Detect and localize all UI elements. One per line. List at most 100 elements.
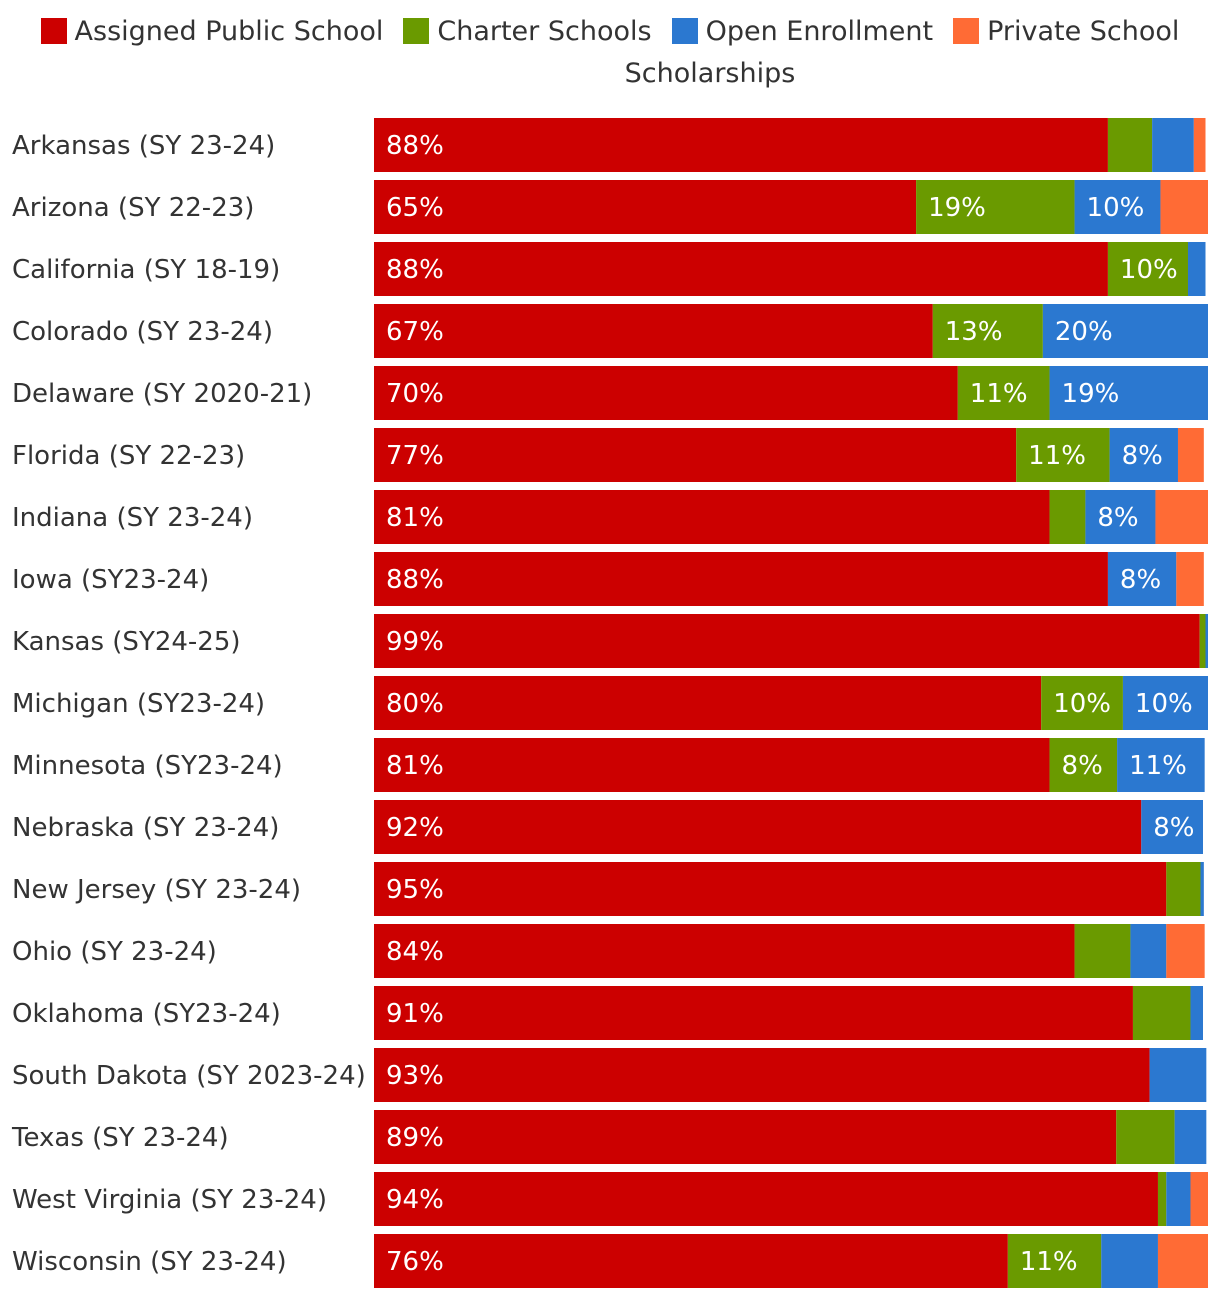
bar-segment-assigned[interactable] (374, 614, 1200, 668)
bar-segment-assigned[interactable] (374, 428, 1017, 482)
bar-segment-assigned[interactable] (374, 242, 1108, 296)
bar-segment-assigned[interactable] (374, 924, 1075, 978)
bar-segment-open[interactable] (1042, 304, 1208, 358)
bar-segment-private[interactable] (1160, 180, 1208, 234)
category-label: Arkansas (SY 23-24) (12, 131, 275, 161)
legend-swatch-assigned (40, 18, 67, 44)
data-label-charter: 19% (928, 193, 986, 223)
bar-segment-assigned[interactable] (374, 986, 1133, 1040)
data-label-assigned: 91% (386, 999, 444, 1029)
bar-segment-private[interactable] (1176, 552, 1204, 606)
data-label-charter: 10% (1053, 689, 1111, 719)
category-label: Michigan (SY23-24) (12, 689, 265, 719)
legend-label-private-cont: Scholarships (624, 58, 796, 89)
data-label-assigned: 84% (386, 937, 444, 967)
bar-segment-open[interactable] (1117, 738, 1205, 792)
bar-segment-charter[interactable] (1166, 862, 1201, 916)
bar-segment-assigned[interactable] (374, 1172, 1158, 1226)
bar-segment-charter[interactable] (957, 366, 1050, 420)
category-label: Texas (SY 23-24) (11, 1123, 229, 1153)
bar-segment-charter[interactable] (1199, 614, 1206, 668)
legend-item-assigned[interactable]: Assigned Public School (40, 15, 384, 47)
bar-segment-private[interactable] (1177, 428, 1204, 482)
data-label-open: 8% (1097, 503, 1138, 533)
category-label: Ohio (SY 23-24) (12, 937, 217, 967)
bar-segment-charter[interactable] (1074, 924, 1131, 978)
bar-segment-assigned[interactable] (374, 304, 933, 358)
bar-segment-charter[interactable] (1049, 490, 1086, 544)
bar-segment-charter[interactable] (916, 180, 1075, 234)
bar-segment-assigned[interactable] (374, 862, 1167, 916)
legend-label-charter: Charter Schools (437, 15, 652, 47)
bar-segment-assigned[interactable] (374, 552, 1108, 606)
data-label-assigned: 81% (386, 751, 444, 781)
category-label: California (SY 18-19) (12, 255, 280, 285)
bar-segment-open[interactable] (1187, 242, 1206, 296)
bar-segment-charter[interactable] (1049, 738, 1118, 792)
data-label-open: 8% (1120, 565, 1161, 595)
bar-segment-private[interactable] (1193, 118, 1206, 172)
legend-label-assigned: Assigned Public School (74, 15, 384, 47)
bar-segment-charter[interactable] (932, 304, 1043, 358)
bar-segment-assigned[interactable] (374, 738, 1050, 792)
data-label-assigned: 88% (386, 255, 444, 285)
data-label-assigned: 65% (386, 193, 444, 223)
bar-segment-assigned[interactable] (374, 1110, 1117, 1164)
data-label-open: 10% (1087, 193, 1145, 223)
bar-segment-open[interactable] (1190, 986, 1203, 1040)
bar-segment-open[interactable] (1130, 924, 1167, 978)
legend-item-open[interactable]: Open Enrollment (671, 16, 933, 47)
bar-segment-assigned[interactable] (374, 1048, 1150, 1102)
bar-segment-charter[interactable] (1116, 1110, 1175, 1164)
bar-segment-open[interactable] (1085, 490, 1156, 544)
bar-segment-open[interactable] (1074, 180, 1161, 234)
bar-segment-assigned[interactable] (374, 676, 1042, 730)
legend-item-charter[interactable]: Charter Schools (403, 15, 652, 47)
bar-segment-assigned[interactable] (374, 366, 958, 420)
bar-segment-assigned[interactable] (374, 800, 1142, 854)
bar-segment-charter[interactable] (1132, 986, 1191, 1040)
bar-segment-open[interactable] (1149, 1048, 1207, 1102)
bar-segment-private[interactable] (1157, 1234, 1208, 1288)
category-label: Iowa (SY23-24) (12, 565, 209, 595)
bar-segment-assigned[interactable] (374, 490, 1050, 544)
bar-segment-open[interactable] (1122, 676, 1208, 730)
bar-segment-assigned[interactable] (374, 118, 1108, 172)
bar-segment-charter[interactable] (1157, 1172, 1167, 1226)
bar-segment-charter[interactable] (1107, 242, 1188, 296)
bar-segment-open[interactable] (1101, 1234, 1158, 1288)
data-label-assigned: 92% (386, 813, 444, 843)
data-label-assigned: 81% (386, 503, 444, 533)
bar-segment-open[interactable] (1109, 428, 1178, 482)
bar-segment-open[interactable] (1205, 614, 1208, 668)
bar-segment-assigned[interactable] (374, 1234, 1008, 1288)
data-label-open: 10% (1135, 689, 1193, 719)
legend-item-private[interactable]: Private School (953, 16, 1179, 47)
data-label-open: 20% (1055, 317, 1113, 347)
bar-segment-open[interactable] (1152, 118, 1194, 172)
bar-segment-open[interactable] (1049, 366, 1208, 420)
bar-segment-assigned[interactable] (374, 180, 917, 234)
bar-segment-open[interactable] (1107, 552, 1177, 606)
bar-segment-open[interactable] (1200, 862, 1204, 916)
category-label: South Dakota (SY 2023-24) (12, 1061, 366, 1091)
bar-segment-charter[interactable] (1007, 1234, 1102, 1288)
bar-segment-open[interactable] (1174, 1110, 1207, 1164)
bar-segment-charter[interactable] (1016, 428, 1110, 482)
data-label-assigned: 70% (386, 379, 444, 409)
data-label-charter: 11% (1028, 441, 1086, 471)
data-label-assigned: 77% (386, 441, 444, 471)
bar-segment-charter[interactable] (1041, 676, 1123, 730)
category-label: Minnesota (SY23-24) (12, 751, 283, 781)
bar-segment-open[interactable] (1141, 800, 1203, 854)
bar-segment-private[interactable] (1190, 1172, 1208, 1226)
data-label-assigned: 99% (386, 627, 444, 657)
data-label-charter: 10% (1120, 255, 1178, 285)
category-label: Indiana (SY 23-24) (12, 503, 253, 533)
bar-segment-charter[interactable] (1107, 118, 1153, 172)
category-label: Nebraska (SY 23-24) (12, 813, 279, 843)
bar-segment-private[interactable] (1155, 490, 1208, 544)
bar-segment-open[interactable] (1166, 1172, 1191, 1226)
bar-segment-private[interactable] (1166, 924, 1205, 978)
